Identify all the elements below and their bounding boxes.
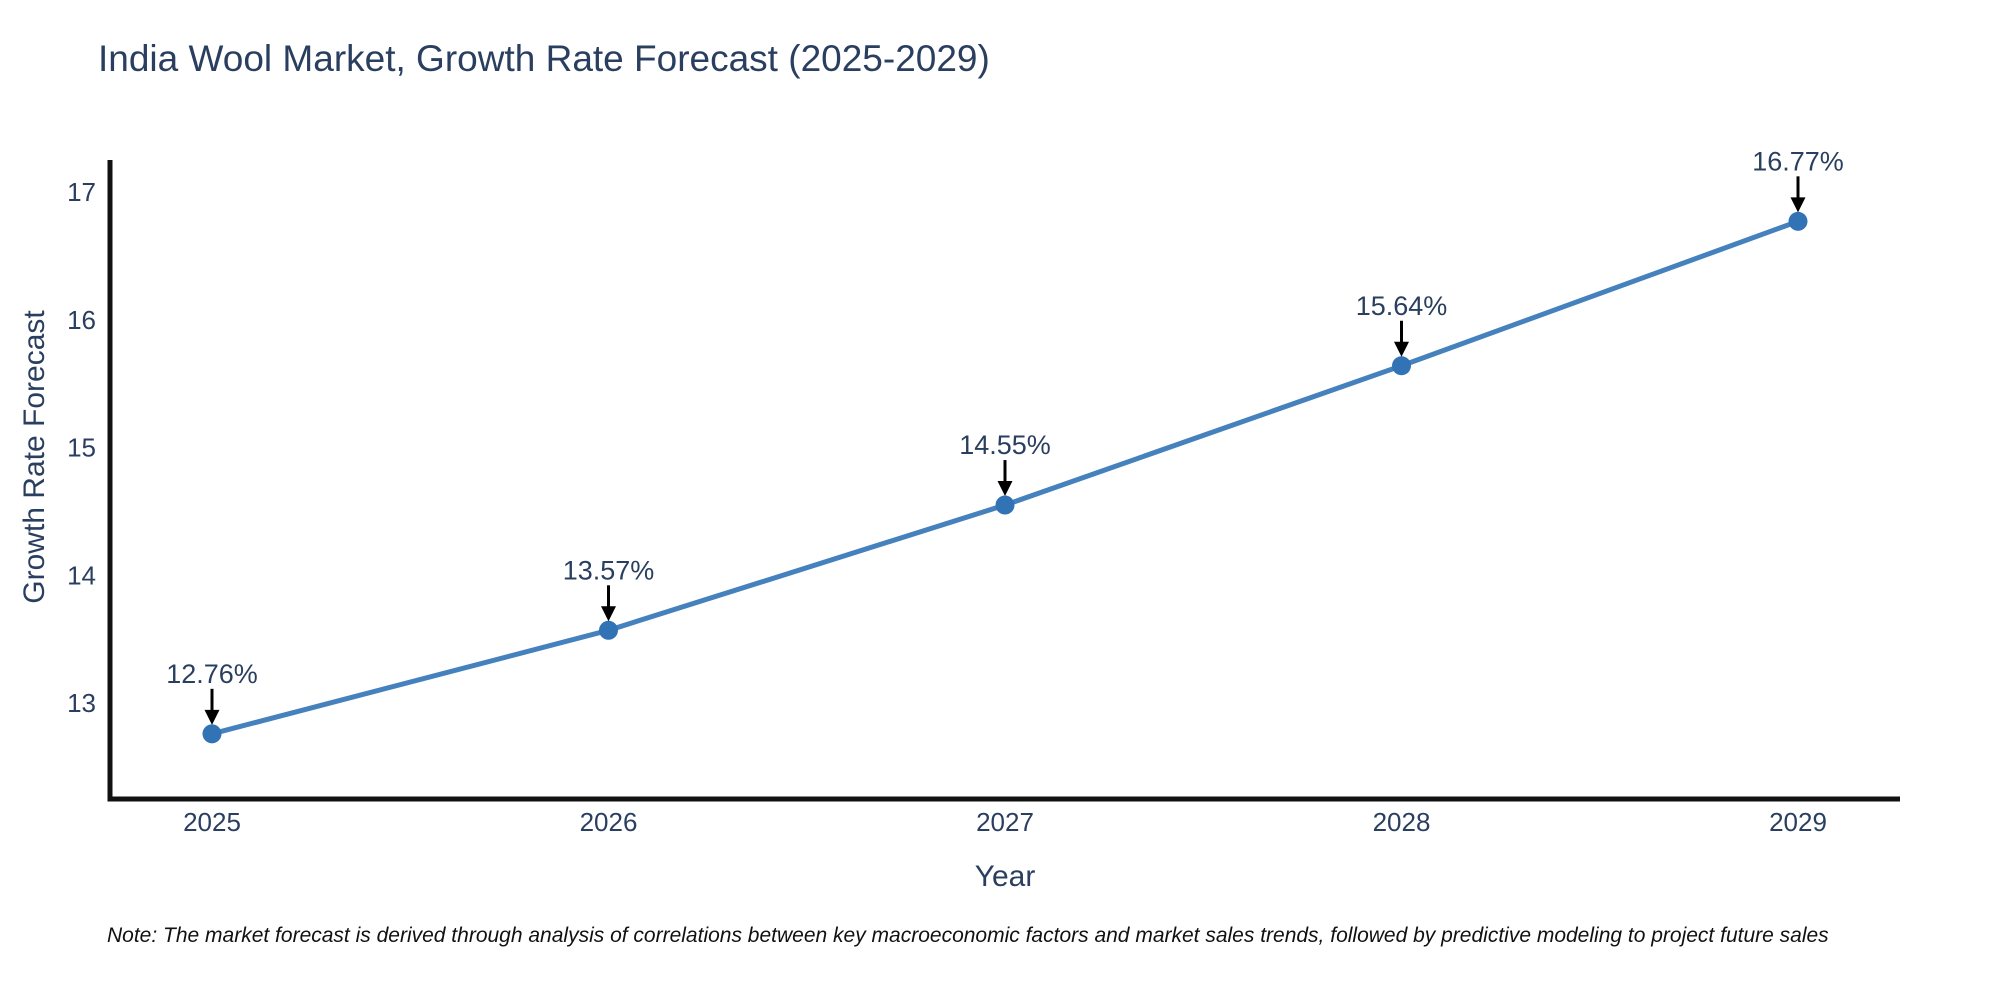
- point-annotation-label: 12.76%: [166, 659, 258, 689]
- point-annotation-label: 15.64%: [1356, 291, 1448, 321]
- y-tick-label: 13: [67, 688, 96, 718]
- point-annotation-label: 14.55%: [959, 430, 1051, 460]
- data-point: [202, 724, 222, 744]
- x-tick-label: 2027: [976, 807, 1034, 837]
- annotation-arrow-head: [601, 606, 616, 622]
- point-annotation-label: 13.57%: [563, 555, 655, 585]
- x-axis-title: Year: [974, 860, 1036, 893]
- annotation-arrow-head: [1394, 341, 1409, 357]
- y-tick-label: 17: [67, 177, 96, 207]
- x-tick-label: 2028: [1373, 807, 1431, 837]
- footnote: Note: The market forecast is derived thr…: [107, 924, 1829, 947]
- data-point: [1788, 211, 1808, 231]
- y-axis-title: Growth Rate Forecast: [18, 310, 51, 604]
- chart-title: India Wool Market, Growth Rate Forecast …: [98, 38, 990, 79]
- y-tick-label: 14: [67, 560, 96, 590]
- annotation-arrow-head: [997, 481, 1013, 497]
- x-tick-label: 2025: [183, 807, 241, 837]
- data-point: [1392, 356, 1411, 376]
- x-tick-label: 2029: [1769, 807, 1827, 837]
- y-tick-label: 16: [67, 305, 96, 335]
- annotation-arrow-head: [1790, 197, 1806, 213]
- point-annotation-label: 16.77%: [1752, 146, 1844, 176]
- annotation-arrow-head: [204, 709, 220, 725]
- data-point: [599, 620, 618, 640]
- data-point: [995, 495, 1015, 515]
- y-tick-label: 15: [67, 433, 96, 463]
- x-tick-label: 2026: [580, 807, 638, 837]
